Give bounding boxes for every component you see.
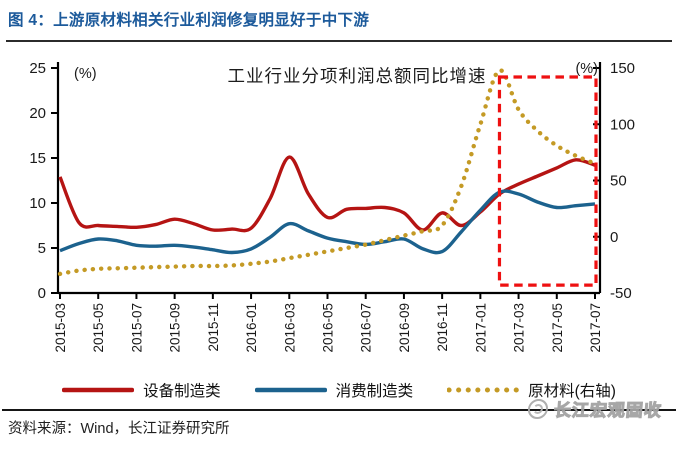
chart-title: 工业行业分项利润总额同比增速 — [228, 66, 487, 86]
x-tick-label: 2015-07 — [129, 303, 144, 353]
left-tick-label: 15 — [29, 150, 46, 167]
legend-swatch — [62, 387, 135, 393]
x-tick-label: 2017-03 — [512, 303, 527, 353]
right-tick-label: -50 — [610, 285, 632, 302]
legend-swatch — [254, 387, 327, 393]
legend-item-3: 原材料(右轴) — [447, 379, 616, 401]
x-tick-label: 2017-07 — [588, 303, 603, 353]
title-divider — [6, 40, 672, 42]
brand-logo-icon — [527, 398, 549, 419]
x-tick-label: 2016-11 — [435, 303, 450, 352]
x-tick-label: 2016-09 — [397, 303, 412, 353]
line-chart: 0 5 10 15 20 25 -50 0 50 100 150 2015-03 2015-05 2015… — [29, 60, 635, 353]
source-note: 资料来源：Wind，长江证券研究所 — [8, 421, 230, 437]
legend-label: 设备制造类 — [143, 383, 221, 400]
right-axis-unit: (%) — [575, 61, 598, 77]
x-tick-label: 2015-03 — [53, 303, 68, 353]
chart-legend: 设备制造类 消费制造类 原材料(右轴) — [20, 379, 658, 401]
left-tick-label: 10 — [29, 195, 46, 212]
series-path-2 — [57, 68, 598, 277]
left-tick-label: 25 — [29, 60, 46, 77]
x-tick-label: 2016-01 — [244, 303, 259, 353]
x-tick-label: 2017-01 — [473, 303, 488, 353]
footer-divider — [2, 409, 676, 411]
x-tick-label: 2016-03 — [282, 303, 297, 353]
left-tick-label: 0 — [38, 285, 46, 302]
x-tick-label: 2016-05 — [321, 303, 336, 353]
legend-item-1: 设备制造类 — [62, 379, 221, 401]
legend-item-2: 消费制造类 — [254, 379, 414, 401]
right-tick-label: 100 — [610, 116, 635, 133]
legend-label: 消费制造类 — [335, 383, 414, 400]
x-tick-label: 2015-09 — [168, 303, 183, 353]
left-tick-label: 20 — [29, 105, 46, 122]
figure-title: 图 4：上游原材料相关行业利润修复明显好于中下游 — [8, 12, 370, 29]
left-tick-label: 5 — [38, 240, 46, 257]
x-tick-label: 2015-11 — [206, 303, 221, 352]
right-tick-label: 50 — [610, 173, 627, 190]
right-tick-label: 150 — [610, 60, 635, 77]
x-tick-label: 2015-05 — [91, 303, 106, 353]
x-tick-label: 2016-07 — [359, 303, 374, 353]
brand-watermark: 长江宏观固收 — [527, 396, 663, 421]
x-tick-label: 2017-05 — [550, 303, 565, 353]
legend-label: 原材料(右轴) — [528, 383, 616, 400]
highlight-box — [497, 75, 598, 287]
left-axis-unit: (%) — [74, 66, 97, 82]
watermark-text: 长江宏观固收 — [552, 400, 663, 420]
right-tick-label: 0 — [610, 229, 618, 246]
series-path-1 — [59, 189, 596, 255]
legend-swatch — [447, 387, 520, 393]
